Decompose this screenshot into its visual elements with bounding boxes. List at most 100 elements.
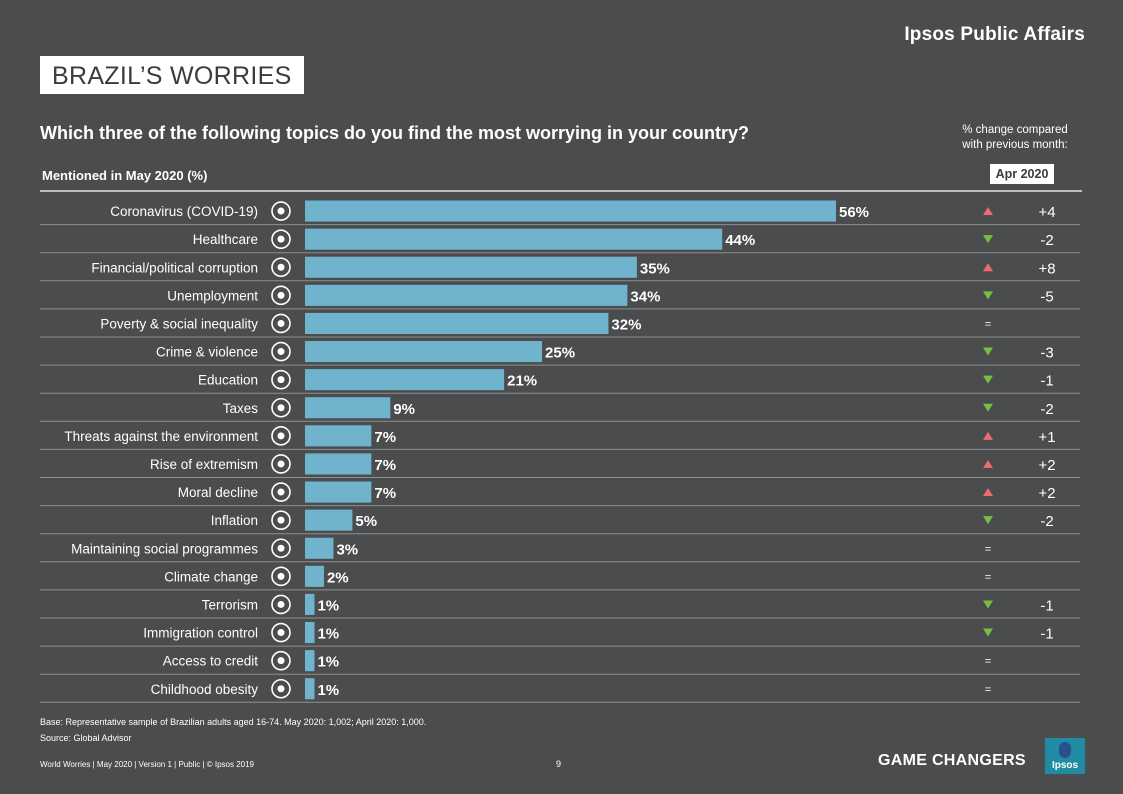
data-bar [305,256,637,278]
value-label: 32% [611,316,641,333]
up-triangle-icon [983,431,993,440]
change-value: -1 [1040,373,1053,390]
data-bar [305,622,315,644]
gun-icon [271,341,291,362]
value-label: 3% [336,541,358,558]
biohazard-icon [271,201,291,221]
down-triangle-icon [983,516,993,525]
value-label: 21% [507,373,537,390]
data-bar [305,537,334,559]
social-support-icon [271,538,291,559]
worries-bar-chart: Coronavirus (COVID-19) 56% +4 Healthcare 44%… [40,200,1080,703]
value-label: 1% [317,597,339,614]
category-label: Poverty & social inequality [100,316,258,331]
base-note: Base: Representative sample of Brazilian… [40,717,427,727]
up-triangle-icon [983,459,993,468]
change-caption: % change compared with previous month: [940,123,1090,153]
suitcase-icon [271,622,291,643]
data-bar [305,425,372,447]
obese-child-icon [271,678,291,699]
down-triangle-icon [983,235,993,244]
comparison-month-badge: Apr 2020 [990,164,1054,184]
tax-money-icon [271,397,291,418]
category-label: Immigration control [143,626,258,641]
category-label: Moral decline [178,485,258,500]
masked-extremist-icon [271,454,291,474]
category-label: Healthcare [193,232,258,247]
header-rule [40,190,1082,192]
down-triangle-icon [983,291,993,300]
change-value: +8 [1038,260,1055,277]
value-label: 1% [317,626,339,643]
data-bar [305,565,324,587]
data-bar [305,453,372,475]
page-number: 9 [556,759,562,769]
category-label: Financial/political corruption [91,260,258,275]
value-label: 7% [374,485,396,502]
category-label: Unemployment [167,288,258,303]
data-bar [305,312,609,334]
data-bar [305,593,315,615]
value-label: 44% [725,232,755,249]
category-label: Education [198,373,258,388]
change-value: = [985,656,991,668]
source-note: Source: Global Advisor [40,733,132,743]
up-triangle-icon [983,488,993,497]
brand-name: Ipsos Public Affairs [904,24,1085,45]
chart-subheading: Mentioned in May 2020 (%) [42,168,208,183]
change-value: = [985,684,991,696]
moral-decline-icon [271,482,291,502]
value-label: 7% [374,429,396,446]
change-caption-line1: % change compared [962,124,1068,136]
change-value: +1 [1038,429,1055,446]
change-value: = [985,318,991,330]
down-triangle-icon [983,600,993,609]
change-value: = [985,571,991,583]
value-label: 9% [393,401,415,418]
value-label: 5% [355,513,377,530]
down-triangle-icon [983,375,993,384]
change-value: -1 [1040,626,1053,643]
logo-text: Ipsos [1051,760,1079,771]
change-value: -3 [1040,345,1053,362]
change-value: -2 [1040,401,1053,418]
fired-worker-icon [271,285,291,306]
data-bar [305,678,315,700]
value-label: 34% [630,288,660,305]
change-value: +4 [1038,204,1055,221]
value-label: 1% [317,682,339,699]
survey-question: Which three of the following topics do y… [40,123,749,143]
data-bar [305,397,391,419]
change-value: -2 [1040,232,1053,249]
down-triangle-icon [983,403,993,412]
person-icon [271,313,291,334]
value-label: 1% [317,654,339,671]
data-bar [305,369,505,391]
category-label: Taxes [223,401,259,416]
value-label: 7% [374,457,396,474]
logo-mark [1059,742,1071,758]
up-triangle-icon [983,263,993,272]
change-value: +2 [1038,457,1055,474]
nurse-cap-icon [271,229,291,249]
value-label: 2% [327,569,349,586]
category-label: Rise of extremism [150,457,258,472]
category-label: Threats against the environment [64,429,258,444]
change-value: -2 [1040,513,1053,530]
tagline: GAME CHANGERS [878,752,1026,769]
data-bar [305,341,543,363]
data-bar [305,284,628,306]
burning-globe-icon [271,566,291,587]
value-label: 35% [640,260,670,277]
graduation-cap-icon [271,369,291,390]
data-bar [305,650,315,672]
down-triangle-icon [983,628,993,637]
data-bar [305,509,353,531]
ipsos-logo: Ipsos [1045,738,1085,774]
page-title: BRAZIL’S WORRIES [40,56,304,94]
change-value: -1 [1040,597,1053,614]
category-label: Access to credit [163,654,259,669]
value-label: 56% [839,204,869,221]
category-label: Terrorism [202,597,258,612]
skull-crossbones-icon [271,594,291,615]
